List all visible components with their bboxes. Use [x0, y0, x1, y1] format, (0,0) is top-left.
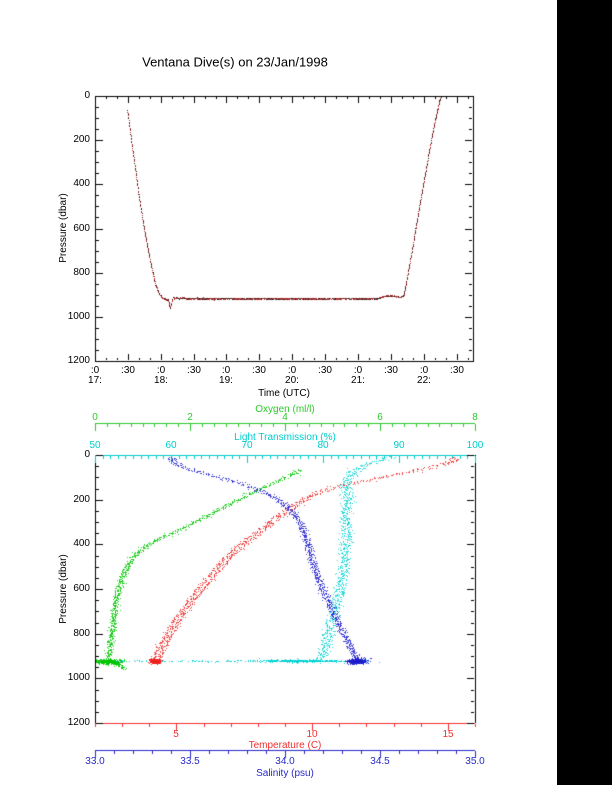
tick-label: 100: [466, 440, 484, 451]
tick-label: :0: [419, 365, 429, 376]
tick-label: 5: [173, 729, 179, 740]
tick-label: 600: [73, 583, 90, 594]
tick-label: 15: [442, 729, 454, 740]
tick-label: 600: [73, 223, 90, 234]
tick-label: 0: [92, 412, 98, 423]
tick-label: 10: [306, 729, 318, 740]
tick-label: :0: [353, 365, 363, 376]
tick-label: 800: [73, 628, 90, 639]
tick-label: 200: [73, 134, 90, 145]
tick-label: :30: [252, 365, 266, 376]
tick-label: 90: [393, 440, 405, 451]
top-plot-y-axis-title: Pressure (dbar): [58, 193, 69, 263]
oxygen-axis-title: Oxygen (ml/l): [255, 404, 315, 415]
tick-label: 34.5: [370, 756, 390, 767]
tick-label: :0: [221, 365, 231, 376]
tick-label: 21:: [351, 375, 365, 386]
tick-label: :30: [450, 365, 464, 376]
tick-label: 33.0: [85, 756, 105, 767]
tick-label: 8: [472, 412, 478, 423]
bottom-plot-y-axis-title: Pressure (dbar): [58, 554, 69, 624]
temperature-axis-title: Temperature (C): [248, 740, 322, 751]
tick-label: 2: [187, 412, 193, 423]
tick-label: 80: [317, 440, 329, 451]
tick-label: 1000: [67, 672, 90, 683]
tick-label: :30: [121, 365, 135, 376]
tick-label: 22:: [417, 375, 431, 386]
tick-label: 19:: [219, 375, 233, 386]
tick-label: 60: [165, 440, 177, 451]
tick-label: 33.5: [180, 756, 200, 767]
tick-label: 17:: [88, 375, 102, 386]
tick-label: :0: [287, 365, 297, 376]
tick-label: :30: [384, 365, 398, 376]
tick-label: 1200: [67, 717, 90, 728]
chart-title: Ventana Dive(s) on 23/Jan/1998: [142, 54, 328, 70]
light-transmission-axis-title: Light Transmission (%): [234, 432, 336, 443]
tick-label: :0: [90, 365, 100, 376]
salinity-axis-title: Salinity (psu): [256, 768, 314, 779]
tick-label: 6: [377, 412, 383, 423]
tick-label: 0: [84, 449, 90, 460]
tick-label: 4: [282, 412, 288, 423]
tick-label: 34.0: [275, 756, 295, 767]
tick-label: 70: [241, 440, 253, 451]
tick-label: 400: [73, 178, 90, 189]
tick-label: 0: [84, 90, 90, 101]
tick-label: :30: [187, 365, 201, 376]
tick-label: 200: [73, 494, 90, 505]
tick-label: 20:: [285, 375, 299, 386]
tick-label: 1200: [67, 355, 90, 366]
top-plot-x-axis-title: Time (UTC): [258, 388, 310, 399]
tick-label: :0: [156, 365, 166, 376]
tick-label: 18:: [154, 375, 168, 386]
tick-label: 35.0: [465, 756, 485, 767]
tick-label: 400: [73, 538, 90, 549]
right-black-margin: [557, 0, 612, 785]
tick-label: :30: [318, 365, 332, 376]
tick-label: 50: [89, 440, 101, 451]
tick-label: 1000: [67, 311, 90, 322]
tick-label: 800: [73, 267, 90, 278]
